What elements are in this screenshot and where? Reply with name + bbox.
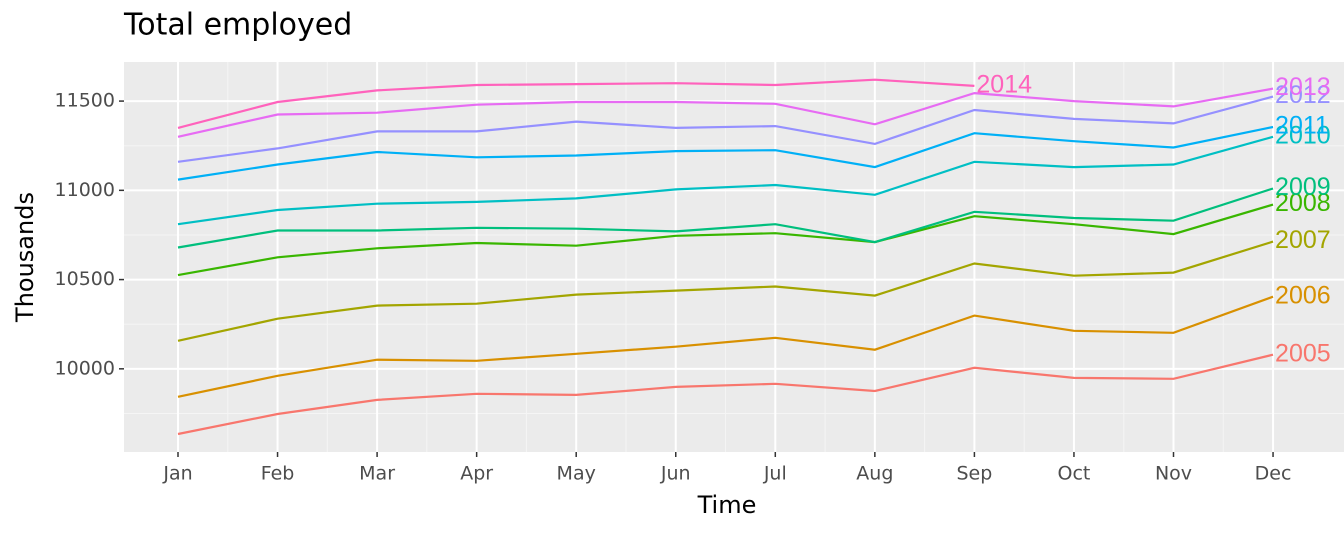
x-tick-label: Jan bbox=[162, 463, 192, 485]
y-tick-label: 11500 bbox=[55, 90, 115, 112]
series-label: 2006 bbox=[1275, 281, 1331, 309]
x-tick-label: Jun bbox=[660, 463, 691, 485]
series-label: 2005 bbox=[1275, 339, 1331, 367]
y-axis-title: Thousands bbox=[11, 192, 39, 323]
series-line bbox=[177, 187, 1274, 249]
x-tick-label: Jul bbox=[763, 463, 787, 485]
x-tick-label: Oct bbox=[1058, 463, 1091, 485]
series-label: 2013 bbox=[1275, 73, 1331, 101]
x-tick-label: Aug bbox=[856, 463, 893, 485]
x-tick-label: Nov bbox=[1155, 463, 1192, 485]
series-label: 2008 bbox=[1275, 189, 1331, 217]
x-tick-label: May bbox=[557, 463, 596, 485]
series-label: 2014 bbox=[976, 71, 1032, 99]
series-label: 2009 bbox=[1275, 173, 1331, 201]
series-line bbox=[177, 135, 1274, 226]
y-tick-label: 11000 bbox=[55, 179, 115, 201]
series-line bbox=[177, 295, 1274, 398]
y-tick-label: 10000 bbox=[55, 357, 115, 379]
series-label: 2011 bbox=[1275, 112, 1329, 140]
series-line bbox=[177, 87, 1274, 138]
x-tick-label: Mar bbox=[359, 463, 395, 485]
x-tick-label: Apr bbox=[460, 463, 493, 485]
x-tick-label: Feb bbox=[261, 463, 295, 485]
x-tick-label: Dec bbox=[1255, 463, 1292, 485]
series-line bbox=[177, 240, 1274, 342]
x-axis-title: Time bbox=[697, 491, 757, 519]
series-line bbox=[177, 203, 1274, 277]
y-tick-label: 10500 bbox=[55, 268, 115, 290]
series-line bbox=[177, 78, 975, 129]
series-line bbox=[177, 125, 1274, 181]
series-line bbox=[177, 95, 1274, 163]
series-label: 2010 bbox=[1275, 121, 1331, 149]
panel bbox=[124, 62, 1344, 452]
x-tick-label: Sep bbox=[956, 463, 992, 485]
chart-title: Total employed bbox=[123, 8, 352, 43]
series-label: 2007 bbox=[1275, 226, 1331, 254]
series-line bbox=[177, 353, 1274, 436]
series-label: 2012 bbox=[1275, 81, 1331, 109]
